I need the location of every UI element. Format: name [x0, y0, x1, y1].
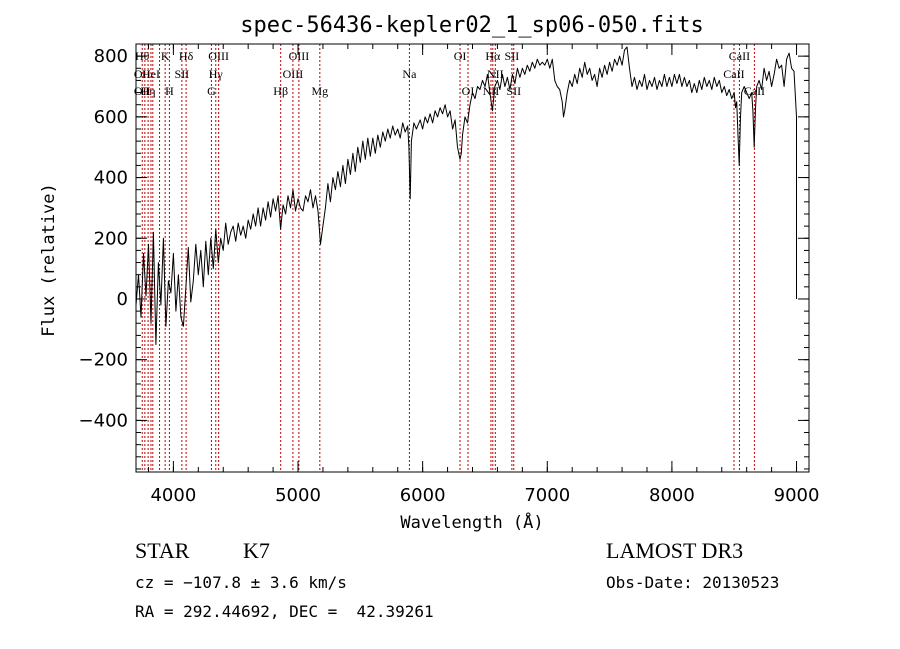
line-label: SII [506, 84, 521, 98]
line-label: SII [175, 67, 190, 81]
line-label: Hδ [179, 49, 194, 63]
line-label: OI [454, 49, 467, 63]
object-class: STAR [135, 538, 190, 563]
plot-frame [135, 43, 810, 473]
spectrum-series [135, 46, 797, 345]
y-tick-label: 800 [94, 46, 128, 67]
chart-title: spec-56436-kepler02_1_sp06-050.fits [240, 13, 704, 38]
line-label: Mg [311, 84, 328, 98]
survey-name: LAMOST DR3 [606, 538, 744, 563]
line-label: OIII [283, 67, 304, 81]
y-axis-label: Flux (relative) [39, 183, 59, 337]
x-tick-label: 9000 [774, 485, 820, 506]
redshift-velocity: cz = −107.8 ± 3.6 km/s [135, 573, 347, 592]
line-label: CaII [723, 67, 744, 81]
plot-axes [135, 43, 810, 473]
x-tick-label: 7000 [524, 485, 570, 506]
line-label: OII [134, 67, 151, 81]
x-axis-label: Wavelength (Å) [400, 511, 543, 533]
line-label: OIII [289, 49, 310, 63]
line-label: Hα [485, 49, 501, 63]
y-tick-label: −400 [79, 410, 128, 431]
spectrum-line [135, 46, 797, 345]
axis-ticks: 4000 5000 6000 7000 8000 9000 −400 −200 0 200 400 6… [79, 43, 820, 506]
y-tick-label: 0 [117, 289, 128, 310]
coordinates: RA = 292.44692, DEC = 42.39261 [135, 602, 434, 621]
x-tick-label: 4000 [150, 485, 196, 506]
y-tick-label: 400 [94, 168, 128, 189]
y-tick-label: 200 [94, 228, 128, 249]
line-label: Hγ [209, 67, 224, 81]
x-tick-label: 5000 [275, 485, 321, 506]
line-label: NII [487, 67, 504, 81]
line-label: OI [462, 84, 475, 98]
line-label: G [207, 84, 216, 98]
line-label: SII [505, 49, 520, 63]
line-label: Hη [141, 84, 156, 98]
line-label: HeI [142, 67, 160, 81]
line-label: Na [402, 67, 417, 81]
spectral-line-markers: HθOIIOIIHηHeIKHSIIHδGHγOIIIHβOIIIOIIIMgN… [134, 44, 765, 472]
line-label: CaII [744, 84, 765, 98]
line-label: CaII [729, 49, 750, 63]
y-tick-label: 600 [94, 107, 128, 128]
line-label: K [161, 49, 170, 63]
y-tick-label: −200 [79, 350, 128, 371]
observation-date: Obs-Date: 20130523 [606, 573, 780, 592]
line-label: OII [134, 84, 151, 98]
object-subclass: K7 [243, 538, 270, 563]
line-label: Hβ [273, 84, 288, 98]
x-tick-label: 6000 [400, 485, 446, 506]
line-label: H [165, 84, 174, 98]
line-label: OIII [208, 49, 229, 63]
x-tick-label: 8000 [649, 485, 695, 506]
